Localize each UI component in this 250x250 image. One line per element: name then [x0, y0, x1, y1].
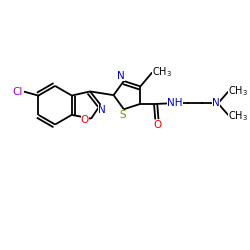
Text: CH$_3$: CH$_3$	[228, 84, 248, 98]
Text: N: N	[98, 105, 106, 115]
Text: N: N	[212, 98, 220, 108]
Text: S: S	[119, 110, 126, 120]
Text: Cl: Cl	[13, 87, 23, 97]
Text: O: O	[154, 120, 162, 130]
Text: CH$_3$: CH$_3$	[152, 65, 172, 79]
Text: O: O	[81, 115, 89, 125]
Text: N: N	[117, 70, 125, 81]
Text: CH$_3$: CH$_3$	[228, 109, 248, 122]
Text: NH: NH	[167, 98, 183, 108]
